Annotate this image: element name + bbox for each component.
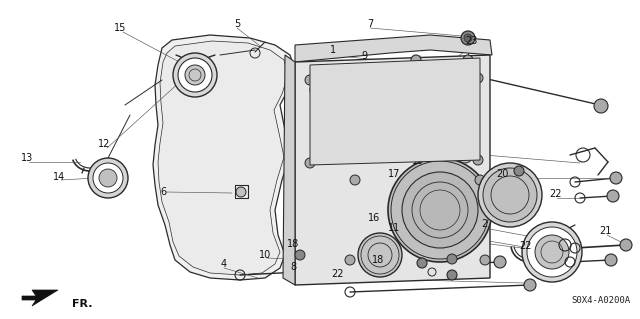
Text: 10: 10	[259, 250, 271, 260]
Text: 19: 19	[412, 156, 424, 166]
Text: 20: 20	[496, 169, 508, 179]
Circle shape	[527, 227, 577, 277]
Circle shape	[411, 55, 421, 65]
Text: 2: 2	[481, 219, 487, 229]
Circle shape	[178, 58, 212, 92]
Text: 8: 8	[290, 262, 296, 272]
Text: 21: 21	[599, 226, 611, 236]
Circle shape	[402, 87, 458, 143]
Circle shape	[464, 34, 472, 42]
Text: 12: 12	[98, 139, 110, 149]
Text: 14: 14	[53, 172, 65, 182]
Circle shape	[305, 158, 315, 168]
Circle shape	[185, 65, 205, 85]
Circle shape	[620, 239, 632, 251]
Circle shape	[305, 75, 315, 85]
Circle shape	[461, 31, 475, 45]
Circle shape	[607, 190, 619, 202]
Circle shape	[236, 187, 246, 197]
Circle shape	[610, 172, 622, 184]
Circle shape	[594, 99, 608, 113]
Circle shape	[388, 158, 492, 262]
Text: 22: 22	[332, 269, 344, 279]
Polygon shape	[153, 35, 295, 280]
Text: 15: 15	[114, 23, 126, 33]
Circle shape	[402, 172, 478, 248]
Circle shape	[88, 158, 128, 198]
Circle shape	[447, 270, 457, 280]
Circle shape	[475, 175, 485, 185]
Circle shape	[99, 169, 117, 187]
Circle shape	[457, 147, 473, 163]
Circle shape	[310, 80, 330, 100]
Circle shape	[417, 258, 427, 268]
Text: 22: 22	[519, 241, 531, 251]
Circle shape	[535, 235, 569, 269]
Text: 3: 3	[445, 143, 451, 153]
Text: FR.: FR.	[72, 299, 93, 309]
Polygon shape	[295, 55, 490, 285]
Text: 22: 22	[548, 189, 561, 199]
Text: 7: 7	[367, 19, 373, 29]
Text: 13: 13	[21, 153, 33, 163]
Text: 1: 1	[330, 45, 336, 55]
Circle shape	[173, 53, 217, 97]
Text: 18: 18	[372, 255, 384, 265]
Circle shape	[480, 255, 490, 265]
Polygon shape	[295, 35, 492, 62]
Circle shape	[473, 73, 483, 83]
Text: 11: 11	[388, 223, 400, 233]
Text: 6: 6	[160, 187, 166, 197]
Circle shape	[93, 163, 123, 193]
Text: 5: 5	[234, 19, 240, 29]
Circle shape	[483, 168, 537, 222]
Text: 16: 16	[368, 213, 380, 223]
Polygon shape	[283, 55, 295, 285]
Circle shape	[478, 163, 542, 227]
Circle shape	[358, 233, 402, 277]
Circle shape	[345, 255, 355, 265]
Polygon shape	[158, 41, 288, 275]
Circle shape	[312, 147, 328, 163]
Circle shape	[463, 55, 473, 65]
Circle shape	[447, 254, 457, 264]
Text: 4: 4	[221, 259, 227, 269]
Circle shape	[514, 166, 524, 176]
Text: 23: 23	[465, 36, 477, 46]
Circle shape	[473, 155, 483, 165]
Circle shape	[350, 175, 360, 185]
Circle shape	[522, 222, 582, 282]
Circle shape	[494, 256, 506, 268]
Circle shape	[455, 80, 475, 100]
Circle shape	[392, 77, 468, 153]
Polygon shape	[310, 58, 480, 165]
Text: 9: 9	[361, 51, 367, 61]
Text: S0X4-A0200A: S0X4-A0200A	[571, 296, 630, 305]
Text: 18: 18	[287, 239, 299, 249]
Circle shape	[605, 254, 617, 266]
Polygon shape	[22, 290, 58, 306]
Text: 17: 17	[388, 169, 400, 179]
Circle shape	[524, 279, 536, 291]
Circle shape	[295, 250, 305, 260]
